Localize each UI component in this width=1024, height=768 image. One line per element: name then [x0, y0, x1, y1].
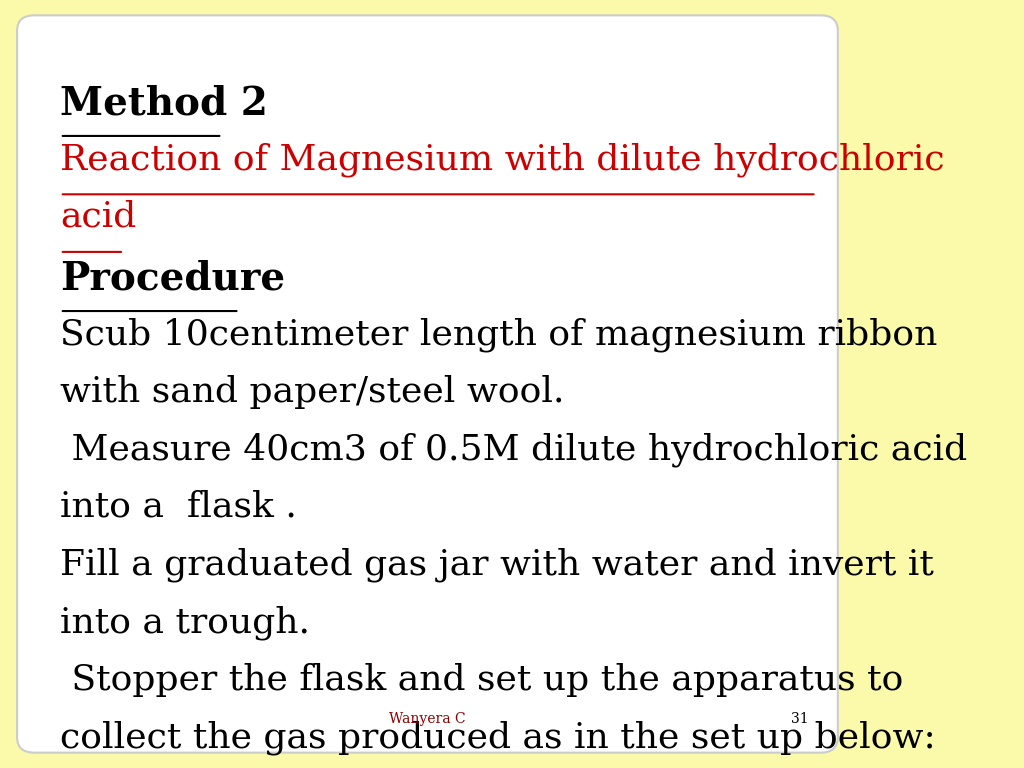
Text: Wanyera C: Wanyera C: [389, 712, 466, 726]
Text: acid: acid: [59, 200, 136, 233]
Text: 31: 31: [791, 712, 808, 726]
Text: Method 2: Method 2: [59, 84, 267, 122]
Text: Stopper the flask and set up the apparatus to: Stopper the flask and set up the apparat…: [59, 663, 903, 697]
Text: Fill a graduated gas jar with water and invert it: Fill a graduated gas jar with water and …: [59, 548, 934, 582]
Text: Scub 10centimeter length of magnesium ribbon: Scub 10centimeter length of magnesium ri…: [59, 317, 937, 352]
Text: into a  flask .: into a flask .: [59, 490, 297, 524]
Text: collect the gas produced as in the set up below:: collect the gas produced as in the set u…: [59, 720, 936, 755]
Text: with sand paper/steel wool.: with sand paper/steel wool.: [59, 375, 564, 409]
Text: Procedure: Procedure: [59, 260, 285, 297]
Text: Measure 40cm3 of 0.5M dilute hydrochloric acid: Measure 40cm3 of 0.5M dilute hydrochlori…: [59, 432, 967, 467]
Text: Reaction of Magnesium with dilute hydrochloric: Reaction of Magnesium with dilute hydroc…: [59, 142, 944, 177]
Text: into a trough.: into a trough.: [59, 605, 310, 640]
FancyBboxPatch shape: [17, 15, 838, 753]
